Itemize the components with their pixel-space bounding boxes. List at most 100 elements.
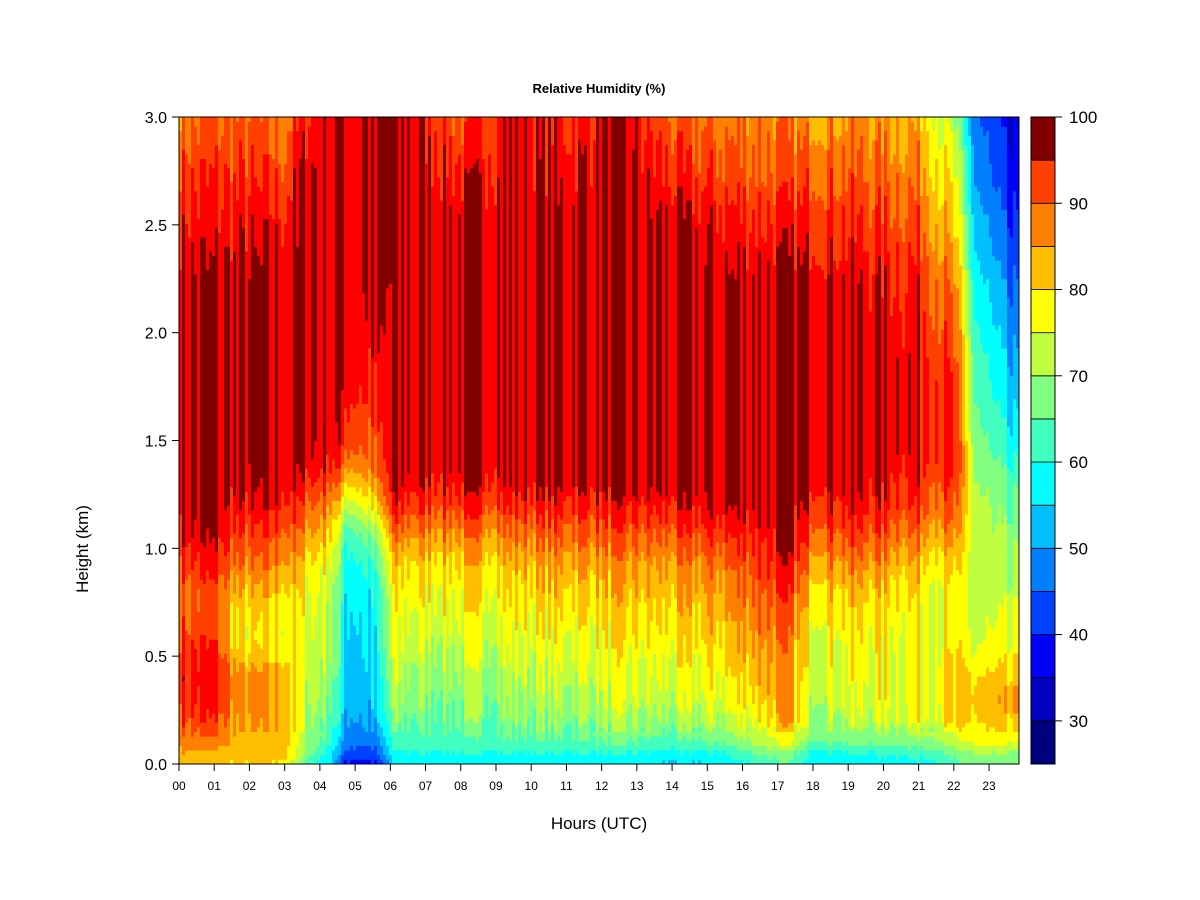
heatmap-cell bbox=[860, 532, 864, 562]
heatmap-cell bbox=[815, 740, 819, 751]
heatmap-cell bbox=[605, 597, 609, 649]
heatmap-cell bbox=[740, 750, 744, 760]
heatmap-cell bbox=[404, 491, 408, 515]
heatmap-cell bbox=[785, 181, 789, 229]
heatmap-cell bbox=[722, 676, 726, 714]
heatmap-cell bbox=[578, 727, 582, 742]
heatmap-cell bbox=[329, 569, 333, 663]
heatmap-cell bbox=[908, 241, 912, 354]
heatmap-cell bbox=[635, 556, 639, 599]
heatmap-cell bbox=[665, 117, 669, 146]
heatmap-cell bbox=[824, 486, 828, 525]
heatmap-cell bbox=[692, 653, 696, 705]
heatmap-cell bbox=[548, 551, 552, 594]
heatmap-cell bbox=[449, 528, 453, 552]
heatmap-cell bbox=[716, 117, 720, 178]
heatmap-cell bbox=[647, 556, 651, 599]
heatmap-cell bbox=[953, 237, 957, 284]
heatmap-cell bbox=[731, 731, 735, 746]
heatmap-cell bbox=[542, 117, 546, 501]
heatmap-cell bbox=[590, 117, 594, 187]
heatmap-cell bbox=[311, 754, 315, 765]
heatmap-cell bbox=[890, 163, 894, 229]
heatmap-cell bbox=[323, 117, 327, 474]
heatmap-cell bbox=[944, 500, 948, 534]
heatmap-cell bbox=[353, 500, 357, 515]
heatmap-cell bbox=[758, 579, 762, 635]
heatmap-cell bbox=[518, 569, 522, 622]
heatmap-cell bbox=[914, 130, 918, 201]
heatmap-cell bbox=[725, 754, 729, 765]
heatmap-cell bbox=[911, 560, 915, 599]
x-tick-label: 17 bbox=[771, 779, 785, 793]
heatmap-cell bbox=[695, 556, 699, 594]
heatmap-cell bbox=[752, 509, 756, 557]
heatmap-cell bbox=[872, 560, 876, 589]
heatmap-cell bbox=[449, 472, 453, 506]
heatmap-cell bbox=[305, 680, 309, 760]
heatmap-cell bbox=[458, 153, 462, 215]
heatmap-cell bbox=[845, 260, 849, 506]
heatmap-cell bbox=[1016, 408, 1020, 455]
heatmap-cell bbox=[644, 532, 648, 562]
y-tick-label: 2.5 bbox=[145, 218, 167, 235]
heatmap-cell bbox=[185, 117, 189, 155]
heatmap-cell bbox=[209, 117, 213, 164]
heatmap-cells bbox=[179, 117, 1020, 765]
heatmap-cell bbox=[464, 565, 468, 612]
heatmap-cell bbox=[791, 177, 795, 224]
heatmap-cell bbox=[905, 754, 909, 765]
heatmap-cell bbox=[851, 574, 855, 608]
heatmap-cell bbox=[914, 593, 918, 723]
heatmap-cell bbox=[581, 625, 585, 682]
heatmap-cell bbox=[275, 167, 279, 224]
heatmap-cell bbox=[221, 713, 225, 746]
heatmap-cell bbox=[272, 759, 276, 765]
heatmap-cell bbox=[188, 750, 192, 765]
heatmap-cell bbox=[314, 117, 318, 169]
heatmap-cell bbox=[968, 671, 972, 723]
heatmap-cell bbox=[689, 666, 693, 714]
heatmap-cell bbox=[365, 495, 369, 515]
heatmap-cell bbox=[935, 278, 939, 381]
heatmap-cell bbox=[710, 117, 714, 150]
heatmap-cell bbox=[701, 639, 705, 691]
heatmap-cell bbox=[710, 579, 714, 635]
heatmap-cell bbox=[686, 731, 690, 742]
heatmap-cell bbox=[218, 745, 222, 765]
heatmap-cell bbox=[911, 255, 915, 506]
heatmap-cell bbox=[881, 153, 885, 224]
heatmap-cell bbox=[584, 144, 588, 497]
heatmap-cell bbox=[599, 546, 603, 580]
heatmap-cell bbox=[608, 731, 612, 737]
heatmap-cell bbox=[932, 482, 936, 520]
heatmap-cell bbox=[950, 722, 954, 733]
heatmap-cell bbox=[473, 565, 477, 612]
heatmap-cell bbox=[1004, 117, 1008, 127]
heatmap-cell bbox=[359, 385, 363, 446]
heatmap-cell bbox=[488, 514, 492, 538]
heatmap-cell bbox=[944, 745, 948, 756]
heatmap-cell bbox=[995, 620, 999, 668]
heatmap-cell bbox=[857, 745, 861, 756]
heatmap-cell bbox=[950, 731, 954, 746]
heatmap-cell bbox=[245, 666, 249, 760]
heatmap-cell bbox=[833, 750, 837, 765]
heatmap-cell bbox=[536, 551, 540, 589]
heatmap-cell bbox=[683, 736, 687, 751]
heatmap-cell bbox=[371, 357, 375, 428]
heatmap-cell bbox=[212, 537, 216, 580]
heatmap-cell bbox=[302, 616, 306, 733]
heatmap-cell bbox=[284, 759, 288, 765]
heatmap-cell bbox=[677, 130, 681, 187]
heatmap-cell bbox=[890, 546, 894, 575]
heatmap-cell bbox=[449, 731, 453, 756]
heatmap-cell bbox=[746, 759, 750, 765]
heatmap-cell bbox=[836, 528, 840, 557]
heatmap-cell bbox=[647, 117, 651, 169]
heatmap-cell bbox=[572, 611, 576, 663]
heatmap-cell bbox=[701, 583, 705, 640]
heatmap-cell bbox=[224, 509, 228, 557]
heatmap-cell bbox=[692, 750, 696, 760]
